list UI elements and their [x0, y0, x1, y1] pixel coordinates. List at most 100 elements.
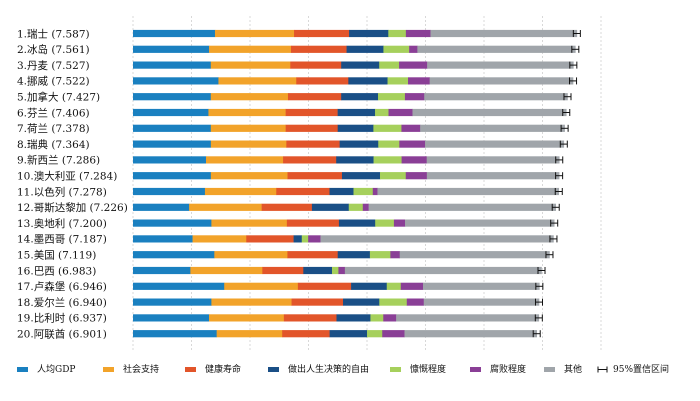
- bar-segment: [343, 298, 380, 306]
- bar-segment: [401, 124, 421, 132]
- bar-segment: [420, 124, 565, 132]
- legend-label: 社会支持: [123, 363, 159, 375]
- country-label: 10.澳大利亚 (7.284): [17, 170, 117, 183]
- bar-segment: [399, 140, 426, 148]
- country-label: 6.芬兰 (7.406): [17, 106, 90, 119]
- bar-segment: [287, 172, 343, 180]
- bar-segment: [380, 172, 407, 180]
- bar-segment: [404, 93, 425, 101]
- bar-segment: [133, 266, 191, 275]
- bar-segment: [216, 330, 283, 338]
- bar-segment: [287, 251, 339, 259]
- bar-segment: [378, 140, 400, 148]
- legend-label: 慷慨程度: [410, 363, 446, 375]
- bar-segment: [426, 156, 560, 164]
- bar-segment: [387, 77, 409, 85]
- bar-segment: [336, 314, 371, 322]
- bar-segment: [383, 314, 397, 322]
- bar-segment: [133, 187, 206, 196]
- country-label: 20.阿联酋 (6.901): [17, 328, 107, 341]
- bar-segment: [301, 235, 309, 243]
- bar-segment: [348, 77, 388, 85]
- bar-segment: [404, 330, 538, 338]
- bar-segment: [390, 251, 401, 259]
- bar-segment: [386, 282, 402, 290]
- bar-segment: [337, 251, 371, 259]
- bar-segment: [303, 266, 333, 275]
- bar-segment: [308, 235, 321, 243]
- bar-segment: [133, 282, 225, 290]
- bar-segment: [351, 282, 388, 290]
- bar-segment: [133, 330, 217, 338]
- bar-segment: [246, 235, 294, 243]
- bar-segment: [262, 266, 304, 275]
- bar-segment: [337, 124, 374, 132]
- bar-segment: [209, 314, 285, 322]
- bar-segment: [214, 29, 295, 38]
- bar-segment: [383, 45, 410, 53]
- bar-segment: [133, 108, 209, 117]
- country-label: 3.丹麦 (7.527): [17, 60, 90, 72]
- bar-segment: [286, 219, 340, 227]
- bar-segment: [417, 45, 576, 53]
- bar-segment: [422, 282, 540, 290]
- bar-segment: [320, 235, 554, 243]
- bar-segment: [133, 124, 212, 132]
- bar-segment: [285, 124, 338, 132]
- bar-segment: [204, 187, 277, 196]
- bar-segment: [133, 203, 190, 211]
- bar-segment: [133, 29, 216, 38]
- bar-segment: [427, 61, 574, 69]
- bar-segment: [285, 108, 338, 117]
- bar-segment: [287, 93, 342, 101]
- bar-segment: [388, 108, 413, 117]
- bar-segment: [369, 251, 391, 259]
- bar-segment: [337, 108, 376, 117]
- bar-segment: [344, 266, 542, 275]
- bar-segment: [408, 77, 430, 85]
- bar-segment: [424, 93, 568, 101]
- bar-segment: [189, 203, 262, 211]
- country-label: 7.荷兰 (7.378): [17, 122, 90, 135]
- bar-segment: [378, 93, 406, 101]
- legend-label: 其他: [564, 363, 582, 375]
- bar-segment: [341, 93, 379, 101]
- bar-segment: [375, 219, 395, 227]
- bar-segment: [210, 61, 291, 69]
- country-label: 14.墨西哥 (7.187): [17, 234, 107, 246]
- legend-swatch: [103, 367, 114, 372]
- bar-segment: [133, 235, 193, 243]
- bar-segment: [339, 140, 379, 148]
- bar-segment: [297, 282, 352, 290]
- bar-segment: [208, 108, 286, 117]
- legend-swatch: [268, 367, 279, 372]
- bar-segment: [400, 282, 424, 290]
- bar-segment: [338, 219, 376, 227]
- bar-segment: [412, 108, 567, 117]
- bar-segment: [311, 203, 350, 211]
- bar-segments: [133, 29, 578, 338]
- bar-segment: [396, 314, 540, 322]
- bar-segment: [409, 45, 418, 53]
- country-label: 2.冰岛 (7.561): [17, 43, 90, 56]
- legend-swatch: [185, 367, 196, 372]
- legend-label: 腐败程度: [490, 363, 526, 375]
- bar-segment: [423, 298, 540, 306]
- bar-segment: [375, 108, 389, 117]
- bar-segment: [426, 172, 560, 180]
- bar-segment: [370, 314, 384, 322]
- bar-segment: [367, 330, 383, 338]
- country-label: 19.比利时 (6.937): [17, 312, 107, 325]
- bar-segment: [209, 45, 292, 53]
- bar-segment: [133, 298, 212, 306]
- bar-segment: [224, 282, 299, 290]
- bar-segment: [286, 140, 340, 148]
- bar-segment: [133, 61, 212, 69]
- bar-segment: [405, 219, 555, 227]
- bar-segment: [211, 219, 288, 227]
- bar-segment: [406, 298, 425, 306]
- bar-segment: [205, 156, 284, 164]
- bar-segment: [401, 156, 427, 164]
- bar-segment: [405, 29, 431, 38]
- bar-segment: [214, 251, 288, 259]
